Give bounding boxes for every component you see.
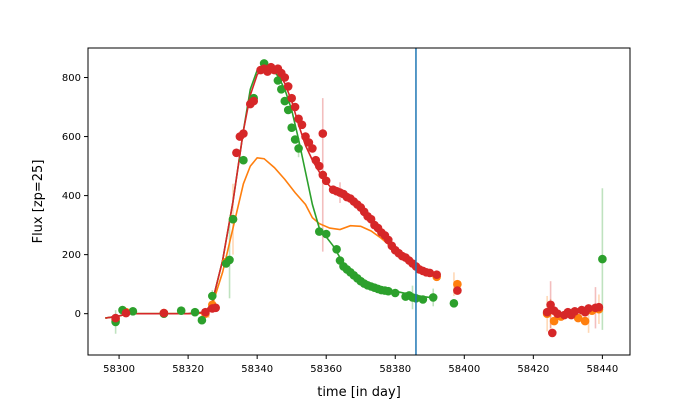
x-tick-label: 58300 [103, 364, 135, 375]
data-point [553, 309, 562, 319]
data-point [290, 135, 300, 144]
data-point [287, 123, 297, 132]
data-point [283, 105, 293, 115]
data-point [280, 73, 290, 82]
data-point [128, 307, 138, 316]
data-point [249, 96, 258, 106]
x-axis-title: time [in day] [317, 385, 401, 400]
data-point [453, 279, 462, 289]
data-point [121, 308, 131, 318]
data-point [318, 129, 328, 138]
data-point [449, 299, 459, 308]
data-point [308, 144, 317, 153]
data-point [549, 316, 559, 326]
y-tick-label: 200 [62, 250, 81, 261]
data-point [315, 161, 324, 171]
data-point [201, 307, 210, 317]
data-point [573, 313, 583, 323]
y-axis-title: Flux [zp=25] [31, 160, 46, 244]
data-point [297, 120, 307, 130]
data-point [208, 291, 217, 301]
y-tick-label: 400 [62, 191, 81, 202]
data-point [239, 129, 248, 138]
data-point [548, 328, 557, 338]
data-point [277, 85, 286, 94]
x-axis: 58300 58320 58340 58360 58380 58400 58420 58440 [103, 355, 618, 375]
data-point [159, 308, 169, 318]
data-points [111, 59, 607, 338]
data-point [239, 155, 248, 165]
data-point [321, 229, 331, 239]
data-point [542, 307, 552, 317]
data-point [111, 313, 120, 323]
x-tick-label: 58340 [241, 364, 273, 375]
data-point [176, 306, 186, 316]
data-point [232, 148, 241, 158]
x-tick-label: 58420 [517, 364, 549, 375]
y-tick-label: 800 [62, 73, 81, 84]
data-point [428, 293, 438, 302]
data-point [287, 93, 297, 103]
data-point [273, 76, 283, 85]
data-point [390, 288, 400, 298]
plot-frame [87, 47, 631, 356]
data-point [570, 307, 580, 316]
data-point [197, 315, 207, 325]
x-tick-label: 58380 [379, 364, 411, 375]
data-point [283, 82, 293, 91]
x-tick-label: 58400 [448, 364, 480, 375]
data-point [453, 286, 462, 295]
data-point [332, 245, 341, 254]
data-point [190, 307, 200, 317]
data-point [315, 227, 324, 236]
data-point [580, 316, 590, 326]
x-tick-label: 58440 [586, 364, 618, 375]
data-point [425, 268, 435, 278]
data-point [290, 102, 300, 112]
data-point [211, 303, 220, 313]
data-point [228, 214, 238, 224]
data-point [280, 96, 290, 106]
data-point [584, 304, 593, 313]
data-point [598, 254, 607, 264]
data-point [432, 270, 442, 280]
y-tick-label: 600 [62, 132, 81, 143]
data-point [294, 144, 303, 153]
y-tick-label: 0 [75, 309, 81, 320]
data-point [384, 286, 393, 296]
data-point [418, 295, 428, 304]
data-point [594, 302, 604, 312]
data-point [225, 255, 234, 265]
y-axis: 0 200 400 600 800 [62, 73, 88, 320]
x-tick-label: 58360 [310, 364, 342, 375]
x-tick-label: 58320 [172, 364, 204, 375]
data-point [321, 176, 331, 186]
